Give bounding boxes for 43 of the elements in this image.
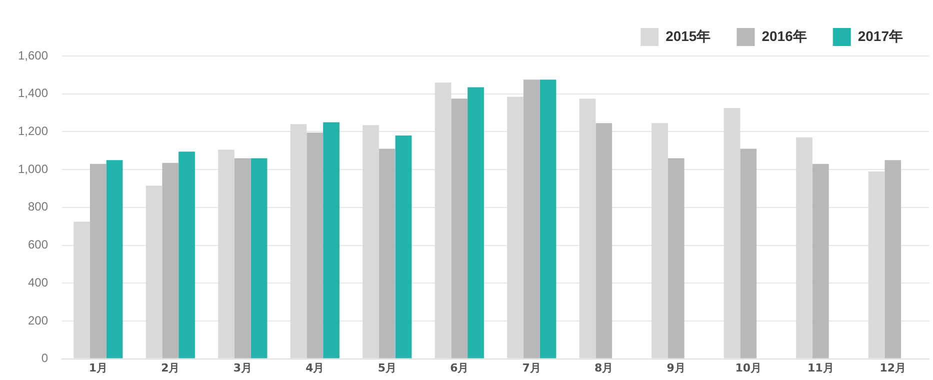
bar xyxy=(162,162,179,358)
y-tick-label: 1,000 xyxy=(18,162,48,176)
bar xyxy=(540,80,556,358)
x-tick-label: 6月 xyxy=(450,361,469,374)
x-tick-label: 3月 xyxy=(233,361,252,374)
bar xyxy=(468,87,484,358)
y-tick-label: 800 xyxy=(28,200,48,214)
bar xyxy=(451,98,468,358)
bar xyxy=(106,160,123,358)
y-tick-label: 600 xyxy=(28,238,48,252)
bar xyxy=(306,132,324,358)
bar xyxy=(668,158,684,358)
bar xyxy=(178,152,195,358)
x-tick-label: 9月 xyxy=(666,361,686,374)
y-tick-label: 1,600 xyxy=(18,48,48,62)
x-tick-label: 2月 xyxy=(161,361,180,374)
y-tick-label: 1,200 xyxy=(18,124,48,138)
y-tick-label: 0 xyxy=(41,351,48,366)
x-tick-label: 5月 xyxy=(378,361,396,374)
x-tick-label: 7月 xyxy=(522,361,541,374)
x-tick-label: 1月 xyxy=(88,361,108,374)
y-tick-label: 200 xyxy=(28,313,48,328)
bar xyxy=(884,160,902,358)
bar xyxy=(740,148,757,358)
bar xyxy=(523,80,540,358)
legend-label: 2015年 xyxy=(666,28,711,44)
legend-label: 2017年 xyxy=(858,28,904,44)
bar xyxy=(234,158,251,358)
bar xyxy=(395,135,412,358)
y-tick-label: 400 xyxy=(28,275,48,290)
x-tick-label: 11月 xyxy=(807,361,834,374)
x-tick-label: 10月 xyxy=(735,361,762,374)
x-tick-label: 4月 xyxy=(306,361,324,374)
x-tick-label: 8月 xyxy=(594,361,614,374)
bar xyxy=(250,158,268,358)
y-tick-label: 1,400 xyxy=(18,86,48,100)
bar xyxy=(378,148,396,358)
bar xyxy=(596,123,612,358)
bar xyxy=(90,164,106,358)
bar xyxy=(812,164,829,358)
bar xyxy=(323,122,340,358)
x-tick-label: 12月 xyxy=(880,361,906,374)
legend-label: 2016年 xyxy=(762,28,807,44)
